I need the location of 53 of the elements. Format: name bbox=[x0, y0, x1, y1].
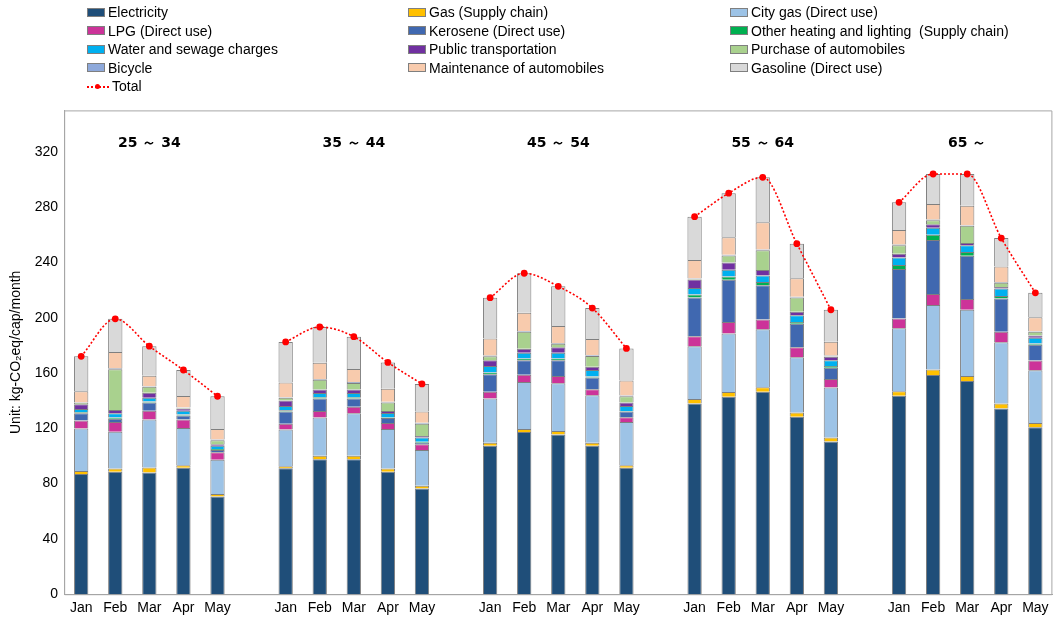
x-tick-label: Apr bbox=[785, 598, 809, 615]
annotation: 25 ～ 34 bbox=[117, 133, 181, 150]
legend-label: Public transportation bbox=[429, 40, 557, 59]
legend-label: Electricity bbox=[108, 3, 168, 22]
legend-label: Gasoline (Direct use) bbox=[751, 58, 883, 77]
y-tick-label: 0 bbox=[50, 584, 59, 601]
x-tick-label: Apr bbox=[990, 598, 1013, 615]
legend-label: Water and sewage charges bbox=[108, 40, 278, 59]
x-tick-label: May bbox=[613, 598, 640, 615]
x-tick-label: Mar bbox=[546, 598, 571, 615]
x-tick-label: Feb bbox=[307, 598, 333, 615]
x-tick-label: Feb bbox=[103, 598, 128, 615]
legend-label: Total bbox=[112, 77, 142, 96]
legend-label: Bicycle bbox=[108, 58, 153, 77]
x-tick-label: Mar bbox=[750, 598, 776, 615]
legend-label: LPG (Direct use) bbox=[108, 21, 213, 40]
annotation: 55 ～ 64 bbox=[731, 133, 795, 150]
y-tick-label: 320 bbox=[34, 142, 59, 159]
x-tick-label: Jan bbox=[887, 598, 911, 615]
x-tick-label: Apr bbox=[581, 598, 604, 615]
annotation: 45 ～ 54 bbox=[526, 133, 590, 150]
legend-label: Gas (Supply chain) bbox=[429, 3, 549, 22]
y-tick-label: 240 bbox=[34, 252, 59, 269]
y-tick-label: 120 bbox=[34, 418, 59, 435]
legend-label: Other heating and lighting (Supply chain) bbox=[751, 21, 1009, 40]
x-tick-label: May bbox=[204, 598, 231, 615]
legend-label: Kerosene (Direct use) bbox=[429, 21, 566, 40]
x-tick-label: Mar bbox=[955, 598, 980, 615]
y-tick-label: 200 bbox=[34, 308, 59, 325]
x-tick-label: Apr bbox=[172, 598, 195, 615]
x-tick-label: Feb bbox=[512, 598, 537, 615]
x-tick-label: Jan bbox=[274, 598, 297, 615]
x-tick-label: May bbox=[408, 598, 436, 615]
x-tick-label: Feb bbox=[716, 598, 741, 615]
x-tick-label: Mar bbox=[137, 598, 162, 615]
x-tick-label: Jan bbox=[478, 598, 502, 615]
x-tick-label: Feb bbox=[921, 598, 946, 615]
x-tick-label: May bbox=[817, 598, 845, 615]
y-tick-label: 40 bbox=[42, 529, 59, 546]
y-tick-label: 80 bbox=[42, 473, 59, 490]
y-tick-label: 280 bbox=[34, 197, 59, 214]
legend-label: Maintenance of automobiles bbox=[429, 58, 605, 77]
legend-label: Purchase of automobiles bbox=[751, 40, 906, 59]
x-tick-label: May bbox=[1022, 598, 1049, 615]
legend-label: City gas (Direct use) bbox=[751, 3, 878, 22]
annotation: 65 ～ bbox=[948, 133, 987, 150]
x-tick-label: Jan bbox=[69, 598, 93, 615]
x-tick-label: Jan bbox=[683, 598, 706, 615]
x-tick-label: Mar bbox=[341, 598, 367, 615]
y-tick-label: 160 bbox=[34, 363, 59, 380]
y-axis-title: Unit: kg-CO₂eq/cap/month bbox=[7, 270, 24, 434]
annotation: 35 ～ 44 bbox=[322, 133, 386, 150]
x-tick-label: Apr bbox=[376, 598, 400, 615]
